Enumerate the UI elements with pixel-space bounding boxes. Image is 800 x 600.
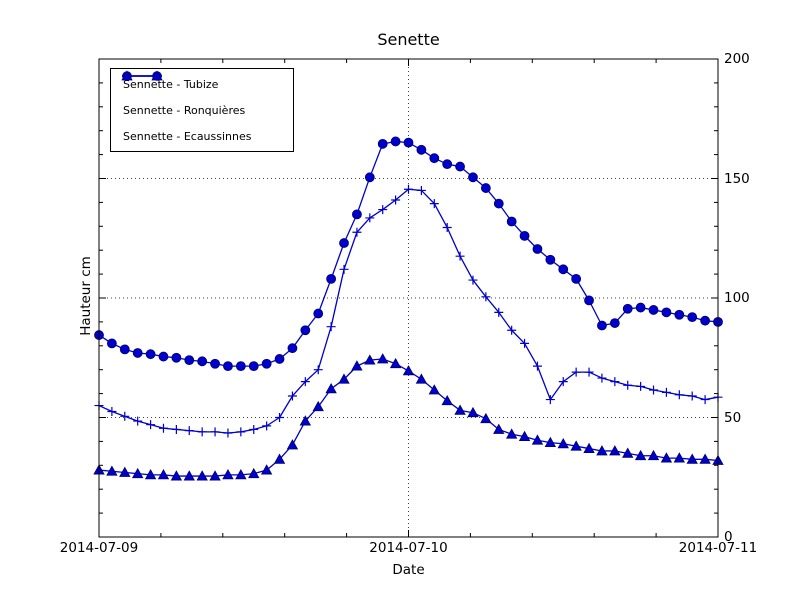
legend-entry-ecaussinnes: Sennette - Ecaussinnes (111, 70, 293, 143)
x-tick-label: 2014-07-10 (369, 540, 448, 556)
y-tick-label: 0 (724, 529, 733, 545)
chart-title: Senette (377, 30, 440, 49)
y-tick-label: 100 (724, 290, 750, 306)
x-axis-label: Date (392, 562, 425, 578)
y-tick-label: 150 (724, 170, 750, 187)
y-tick-label: 200 (724, 51, 750, 67)
legend-label: Sennette - Ronquières (123, 103, 246, 117)
legend: Sennette - Tubize Sennette - Ronquières … (110, 68, 294, 152)
series-circle (94, 136, 723, 372)
series-triangle (93, 353, 724, 481)
legend-entry-ronquieres: Sennette - Ronquières (111, 71, 293, 117)
legend-label: Sennette - Tubize (123, 77, 219, 91)
x-tick-label: 2014-07-09 (59, 540, 139, 556)
y-axis-label: Hauteur cm (78, 256, 94, 336)
legend-label: Sennette - Ecaussinnes (123, 129, 252, 143)
y-tick-label: 50 (724, 409, 742, 426)
plot-border (98, 58, 719, 538)
x-tick-label: 2014-07-11 (678, 540, 758, 556)
triangle-marker-icon (121, 70, 163, 81)
